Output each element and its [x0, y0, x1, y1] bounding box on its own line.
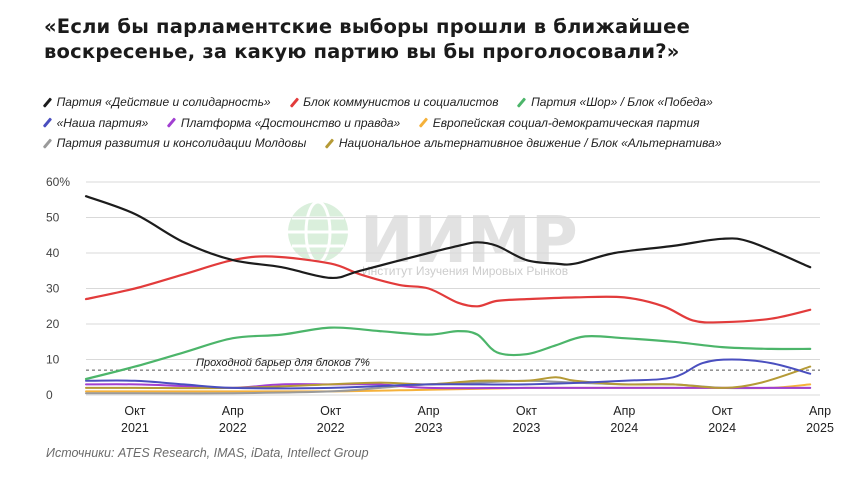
- legend-row: Партия развития и консолидации Молдовы Н…: [42, 133, 846, 154]
- legend-item-pas: Партия «Действие и солидарность»: [42, 95, 271, 110]
- y-tick-label: 40: [46, 246, 60, 260]
- x-tick-label-month: Окт: [516, 404, 537, 418]
- legend-item-esdp: Европейская социал-демократическая парти…: [418, 115, 700, 130]
- legend-item-bcs: Блок коммунистов и социалистов: [289, 95, 499, 110]
- series-line-0: [84, 195, 812, 280]
- y-tick-label: 30: [46, 282, 60, 296]
- x-tick-label-month: Апр: [809, 404, 831, 418]
- legend-label: Платформа «Достоинство и правда»: [180, 115, 401, 130]
- y-tick-label: 0: [46, 388, 53, 402]
- legend-label: Партия развития и консолидации Молдовы: [56, 136, 307, 151]
- x-tick-label-month: Апр: [613, 404, 635, 418]
- x-tick-label-year: 2024: [610, 421, 638, 435]
- x-tick-label-year: 2022: [317, 421, 345, 435]
- x-tick-label-month: Окт: [712, 404, 733, 418]
- y-tick-label: 50: [46, 211, 60, 225]
- y-tick-label: 10: [46, 353, 60, 367]
- legend-item-dignity: Платформа «Достоинство и правда»: [167, 115, 401, 130]
- series-line-2: [84, 326, 812, 381]
- series-line-3: [85, 358, 812, 390]
- legend-label: Партия «Действие и солидарность»: [56, 95, 271, 110]
- x-tick-label-month: Апр: [222, 404, 244, 418]
- source-note: Источники: ATES Research, IMAS, iData, I…: [46, 446, 369, 460]
- x-tick-label-year: 2023: [512, 421, 540, 435]
- x-tick-label-year: 2021: [121, 421, 149, 435]
- chart-title: «Если бы парламентские выборы прошли в б…: [44, 15, 691, 63]
- x-tick-label-year: 2022: [219, 421, 247, 435]
- legend-label: Европейская социал-демократическая парти…: [432, 115, 700, 130]
- legend: Партия «Действие и солидарность» Блок ко…: [42, 92, 846, 154]
- legend-label: Национальное альтернативное движение / Б…: [338, 136, 722, 151]
- series-line-1: [84, 255, 812, 324]
- y-tick-label: 20: [46, 317, 60, 331]
- x-tick-label-month: Окт: [124, 404, 145, 418]
- y-tick-label: 60%: [46, 175, 70, 189]
- watermark-text: ИИМР: [360, 204, 578, 278]
- x-tick-label-year: 2024: [708, 421, 736, 435]
- legend-row: «Наша партия» Платформа «Достоинство и п…: [42, 113, 846, 134]
- x-tick-label-year: 2023: [415, 421, 443, 435]
- legend-item-shor: Партия «Шор» / Блок «Победа»: [517, 95, 713, 110]
- watermark-subtitle: Институт Изучения Мировых Рынков: [362, 264, 568, 278]
- legend-row: Партия «Действие и солидарность» Блок ко…: [42, 92, 846, 113]
- legend-label: Блок коммунистов и социалистов: [303, 95, 499, 110]
- threshold-label: Проходной барьер для блоков 7%: [196, 357, 370, 369]
- x-tick-label-month: Апр: [418, 404, 440, 418]
- x-tick-label-month: Окт: [320, 404, 341, 418]
- legend-item-nasha: «Наша партия»: [42, 115, 149, 130]
- series-line-4: [85, 383, 812, 390]
- legend-item-prcm: Партия развития и консолидации Молдовы: [42, 136, 307, 151]
- legend-item-alternativa: Национальное альтернативное движение / Б…: [325, 136, 722, 151]
- x-tick-label-year: 2025: [806, 421, 834, 435]
- legend-label: «Наша партия»: [56, 115, 149, 130]
- legend-label: Партия «Шор» / Блок «Победа»: [531, 95, 713, 110]
